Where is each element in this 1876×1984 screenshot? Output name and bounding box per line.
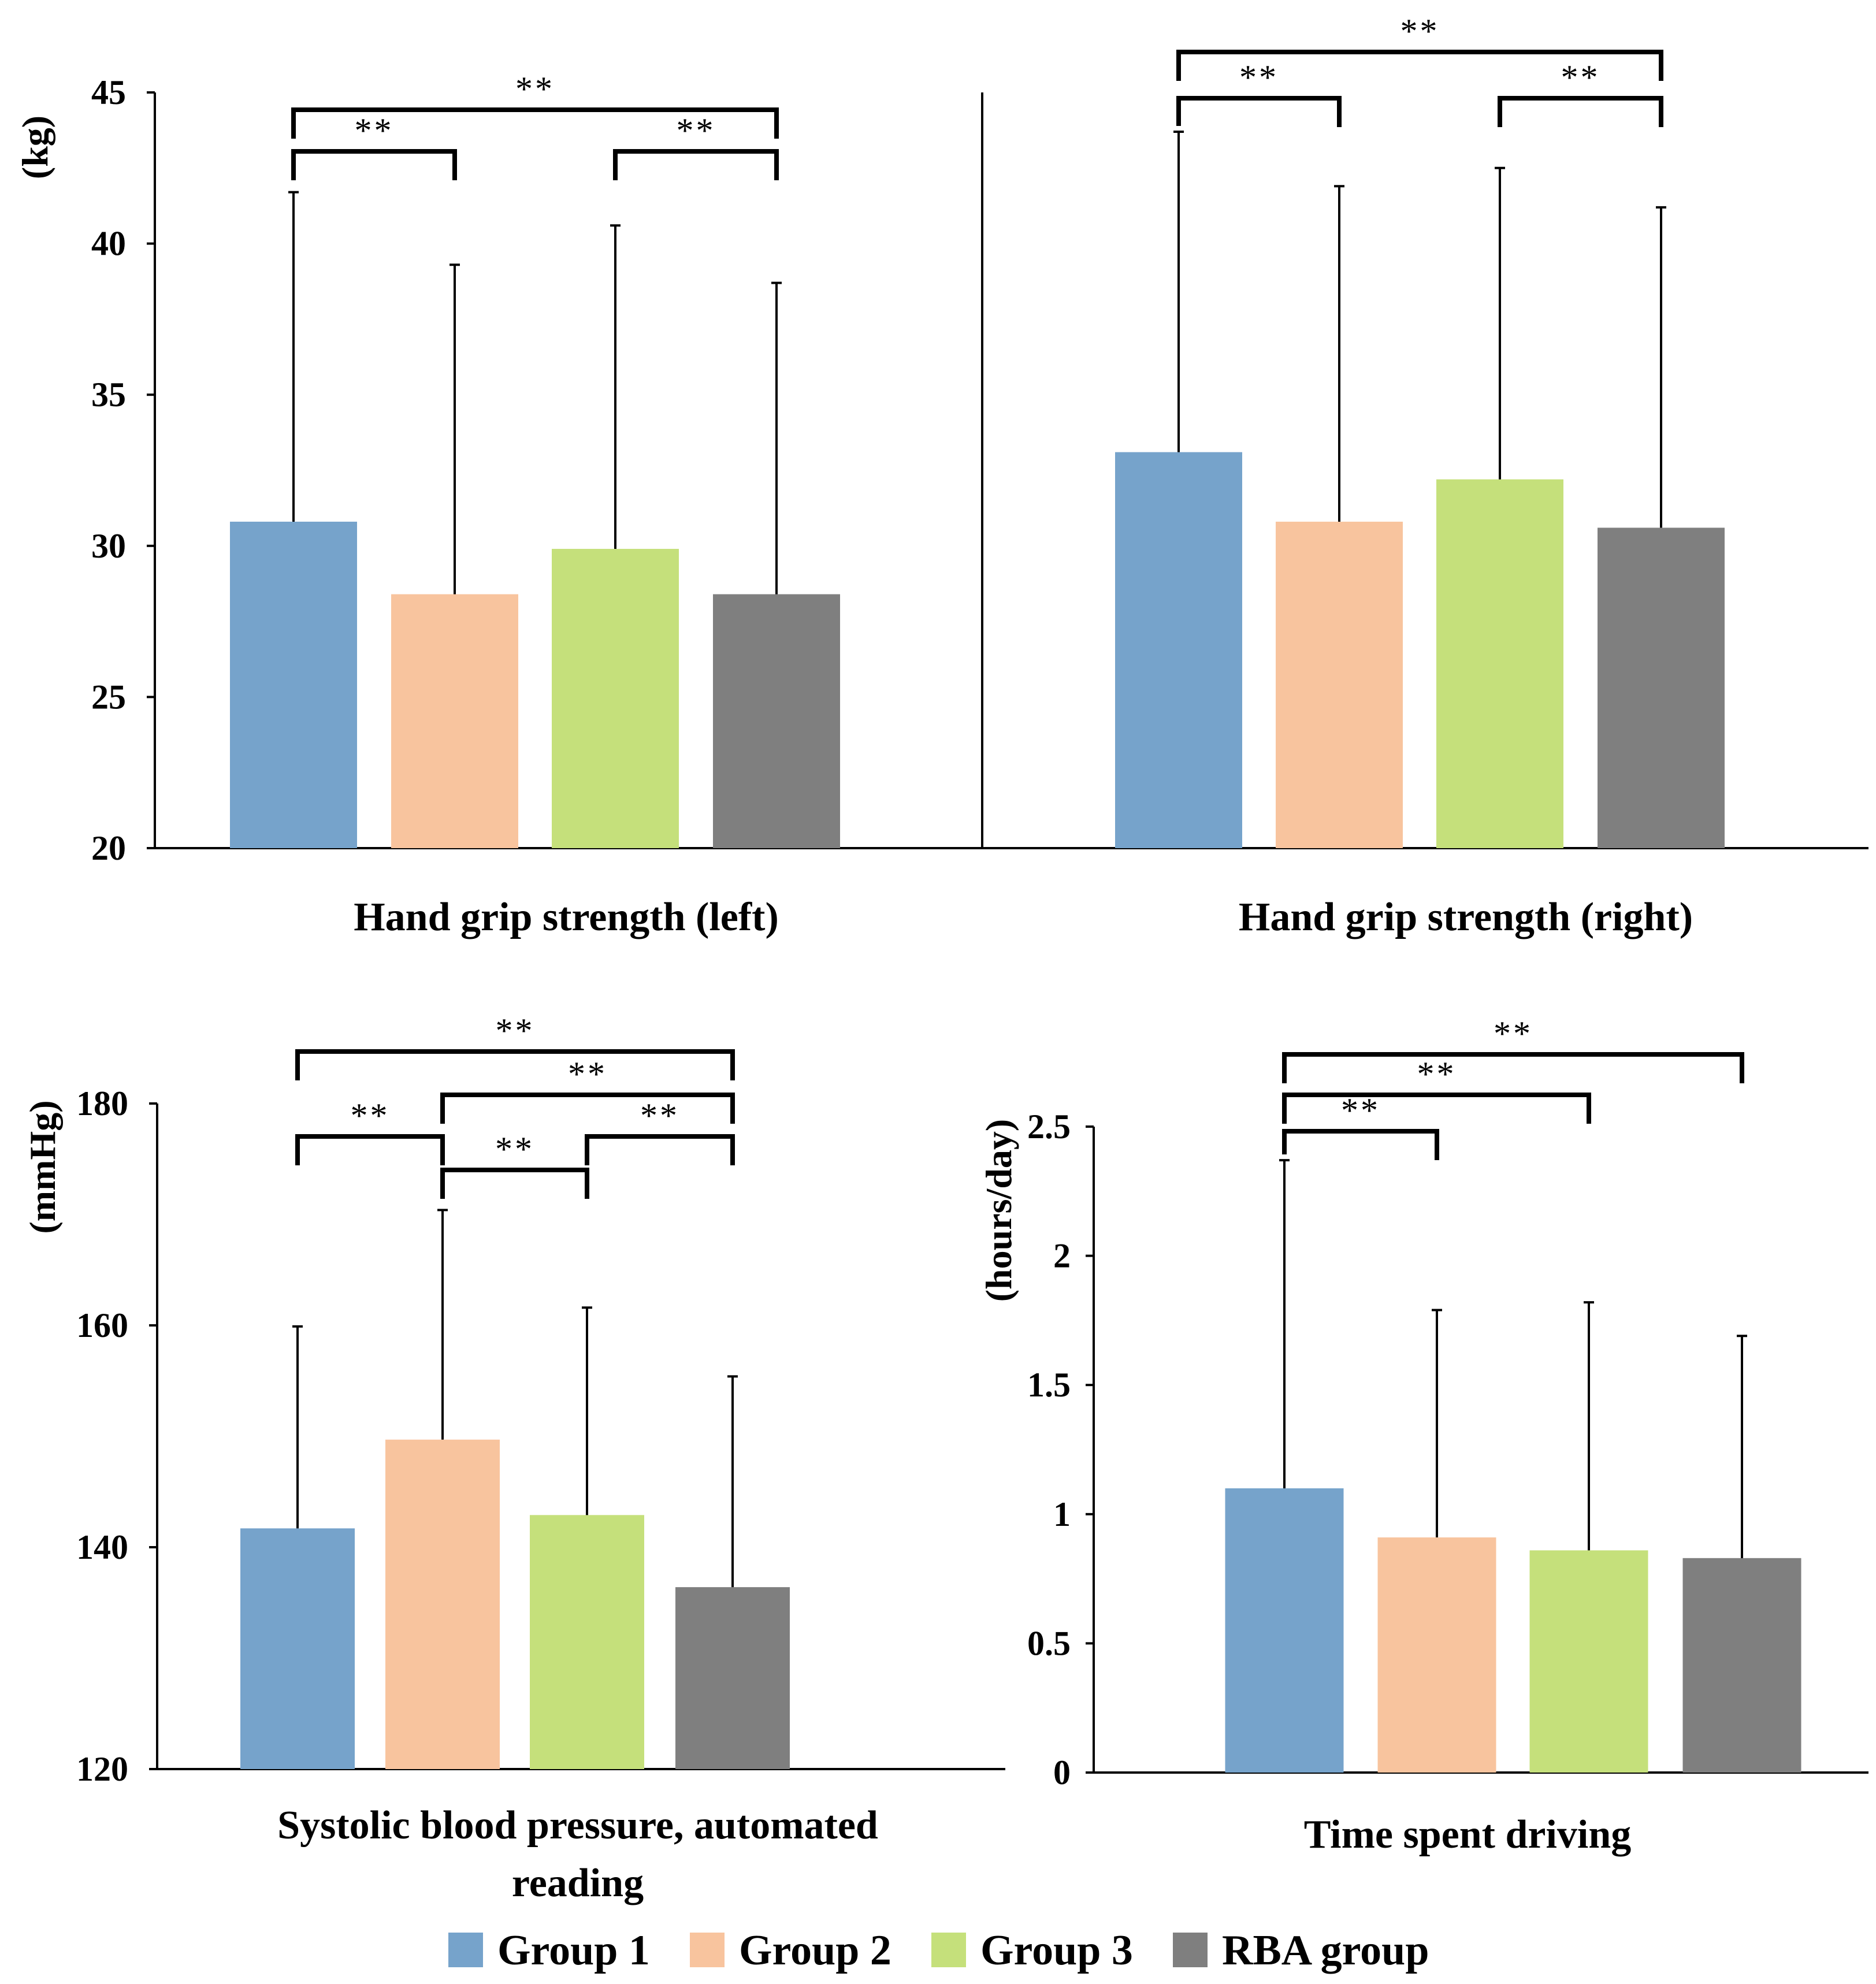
- y-tick-label: 180: [76, 1084, 128, 1123]
- y-axis-label: (hours/day): [978, 1119, 1019, 1302]
- y-axis-label: (kg): [14, 116, 55, 179]
- bar-group3: [552, 549, 679, 848]
- bar-rba: [713, 594, 840, 848]
- y-tick-label: 140: [76, 1528, 128, 1566]
- significance-label: **: [515, 70, 555, 108]
- legend-swatch: [931, 1933, 966, 1967]
- bar-group3: [1436, 479, 1563, 848]
- y-tick-label: 20: [91, 829, 126, 867]
- y-tick-label: 160: [76, 1306, 128, 1344]
- legend-label: RBA group: [1222, 1927, 1429, 1974]
- bar-group2: [1276, 521, 1403, 848]
- y-tick-label: 25: [91, 678, 126, 716]
- bar-rba: [1598, 527, 1725, 848]
- bar-rba: [1682, 1558, 1801, 1773]
- significance-bracket: [613, 149, 779, 180]
- chart-panel-4: 0 0.5 1 1.5 2 2.5(hours/day) ** ** ** Time spent …: [978, 1015, 1868, 1857]
- significance-bracket: [295, 1134, 445, 1165]
- significance-bracket: [1282, 1093, 1591, 1124]
- y-tick-label: 2: [1053, 1237, 1071, 1275]
- significance-label: **: [1401, 12, 1440, 50]
- significance-label: **: [568, 1055, 607, 1093]
- significance-label: **: [351, 1097, 390, 1135]
- bar-group2: [385, 1439, 500, 1769]
- bar-group2: [1377, 1537, 1496, 1773]
- legend-swatch: [448, 1933, 483, 1967]
- bar-group1: [240, 1528, 355, 1769]
- significance-bracket: [585, 1134, 735, 1165]
- legend-swatch: [690, 1933, 725, 1967]
- significance-bracket: [440, 1093, 735, 1124]
- significance-bracket: [1282, 1129, 1439, 1160]
- significance-bracket: [295, 1049, 735, 1080]
- significance-label: **: [355, 112, 394, 150]
- bar-group1: [1225, 1488, 1344, 1773]
- chart-panel-2: ** ** ** Hand grip strength (right): [981, 12, 1868, 939]
- significance-label: **: [495, 1130, 534, 1168]
- y-tick-label: 45: [91, 73, 126, 112]
- chart-title-line: Systolic blood pressure, automated: [277, 1803, 878, 1848]
- chart-panel-1: 20 25 30 35 40 45 (kg) ** ** ** Hand grip strength…: [14, 70, 1868, 939]
- legend-label: Group 2: [739, 1927, 891, 1974]
- chart-title: Hand grip strength (left): [354, 895, 779, 939]
- bar-rba: [675, 1587, 790, 1769]
- chart-panel-3: 120 140 160 180 (mmHg) ** ** ** ** ** Systolic blo…: [22, 1012, 1005, 1905]
- chart-title-line: reading: [512, 1861, 644, 1905]
- y-axis-label: (mmHg): [22, 1100, 63, 1234]
- significance-bracket: [440, 1168, 589, 1199]
- significance-bracket: [1282, 1052, 1744, 1083]
- legend-label: Group 1: [497, 1927, 650, 1974]
- significance-label: **: [1494, 1015, 1533, 1053]
- bar-group3: [1529, 1550, 1648, 1773]
- y-tick-label: 30: [91, 527, 126, 565]
- significance-label: **: [1341, 1091, 1380, 1130]
- y-tick-label: 40: [91, 225, 126, 263]
- significance-bracket: [1176, 96, 1342, 127]
- significance-label: **: [677, 112, 716, 150]
- legend: Group 1 Group 2 Group 3 RBA group: [448, 1927, 1429, 1974]
- bar-group1: [230, 521, 357, 848]
- significance-label: **: [1239, 58, 1279, 96]
- chart-title: Time spent driving: [1304, 1812, 1632, 1857]
- y-tick-label: 120: [76, 1750, 128, 1788]
- significance-label: **: [640, 1097, 679, 1135]
- bar-group1: [1115, 452, 1242, 848]
- y-tick-label: 35: [91, 376, 126, 414]
- bar-group3: [530, 1515, 644, 1769]
- significance-bracket: [1498, 96, 1663, 127]
- y-tick-label: 1: [1053, 1495, 1071, 1533]
- chart-title: Hand grip strength (right): [1239, 895, 1693, 939]
- significance-bracket: [291, 149, 457, 180]
- significance-label: **: [1417, 1055, 1457, 1093]
- significance-label: **: [496, 1012, 535, 1050]
- legend-swatch: [1173, 1933, 1208, 1967]
- y-tick-label: 1.5: [1027, 1366, 1071, 1404]
- significance-label: **: [1561, 58, 1600, 96]
- legend-label: Group 3: [980, 1927, 1133, 1974]
- significance-bracket: [291, 107, 779, 139]
- y-tick-label: 0: [1053, 1753, 1071, 1792]
- y-tick-label: 0.5: [1027, 1624, 1071, 1662]
- significance-bracket: [1176, 50, 1663, 81]
- y-tick-label: 2.5: [1027, 1108, 1071, 1146]
- bar-group2: [391, 594, 518, 848]
